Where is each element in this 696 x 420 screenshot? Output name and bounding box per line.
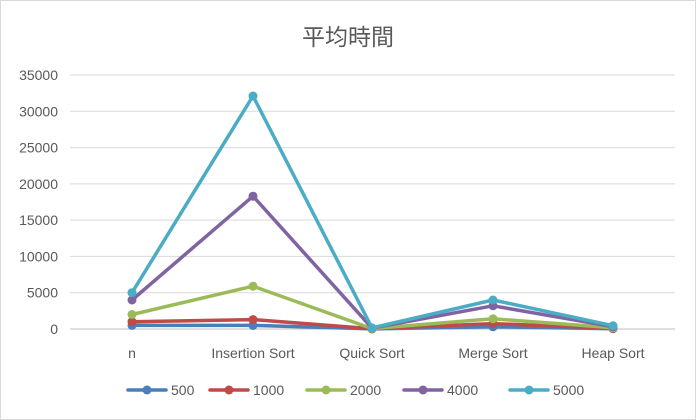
data-point bbox=[608, 321, 618, 331]
legend-label: 4000 bbox=[447, 382, 478, 398]
data-point bbox=[248, 91, 258, 101]
y-tick-label: 0 bbox=[50, 321, 58, 337]
legend-swatch-marker bbox=[524, 385, 534, 395]
data-point bbox=[127, 310, 137, 319]
legend-swatch-marker bbox=[321, 385, 331, 395]
chart-title: 平均時間 bbox=[302, 25, 394, 51]
y-tick-label: 5000 bbox=[27, 285, 58, 301]
y-tick-label: 30000 bbox=[19, 103, 58, 119]
x-tick-label: Insertion Sort bbox=[211, 345, 294, 361]
y-tick-label: 15000 bbox=[19, 212, 58, 228]
y-tick-label: 35000 bbox=[19, 67, 58, 83]
x-tick-label: Quick Sort bbox=[339, 345, 404, 361]
data-point bbox=[248, 191, 258, 201]
series-line-4000 bbox=[130, 194, 615, 330]
legend-swatch-marker bbox=[142, 385, 152, 395]
data-point bbox=[367, 323, 377, 333]
legend-swatch-marker bbox=[224, 385, 234, 395]
legend-label: 5000 bbox=[553, 382, 584, 398]
data-point bbox=[488, 295, 498, 305]
y-tick-label: 25000 bbox=[19, 140, 58, 156]
data-point bbox=[127, 317, 137, 327]
data-point bbox=[248, 281, 258, 291]
legend-swatch-marker bbox=[418, 385, 428, 395]
legend-label: 2000 bbox=[350, 382, 381, 398]
y-tick-label: 10000 bbox=[19, 248, 58, 264]
x-tick-label: Heap Sort bbox=[581, 345, 644, 361]
data-point bbox=[127, 295, 137, 305]
x-tick-label: n bbox=[128, 345, 136, 361]
data-point bbox=[127, 288, 137, 298]
legend-label: 1000 bbox=[253, 382, 284, 398]
data-point bbox=[248, 315, 258, 325]
x-tick-label: Merge Sort bbox=[458, 345, 527, 361]
data-point bbox=[488, 314, 498, 324]
legend-label: 500 bbox=[171, 382, 195, 398]
y-tick-label: 20000 bbox=[19, 176, 58, 192]
